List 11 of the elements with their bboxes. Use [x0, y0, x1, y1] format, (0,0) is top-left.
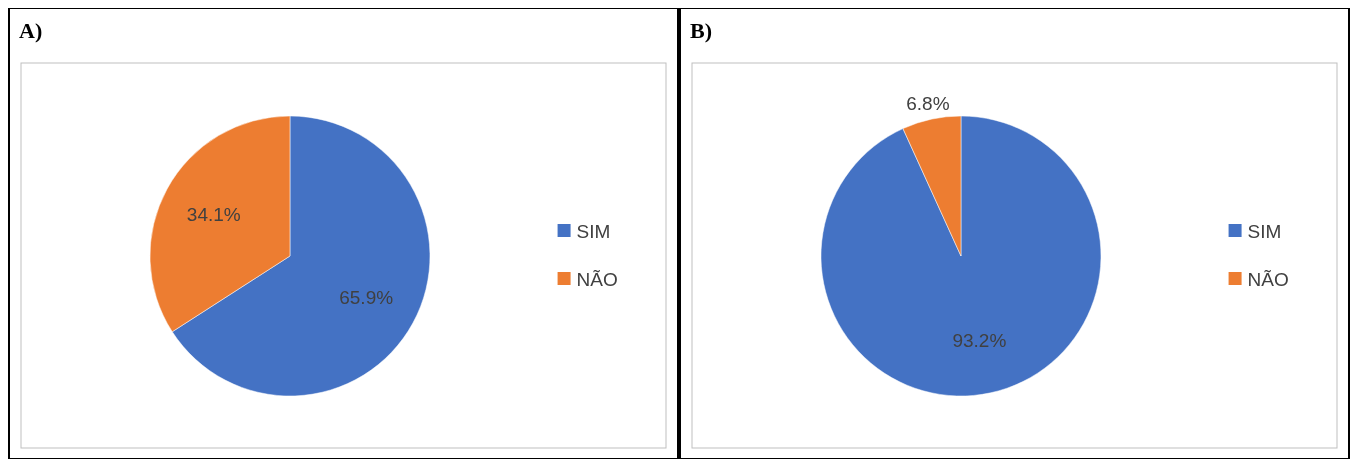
- legend-label: NÃO: [1247, 268, 1289, 290]
- legend-label: SIM: [1247, 220, 1282, 242]
- legend-label: NÃO: [576, 268, 618, 290]
- data-label: 65.9%: [339, 287, 394, 309]
- pie-slice: [820, 115, 1102, 397]
- chart-title: A): [19, 18, 43, 43]
- data-label: 6.8%: [906, 93, 950, 115]
- legend-label: SIM: [576, 220, 611, 242]
- data-label: 34.1%: [186, 203, 241, 225]
- chart-title: B): [690, 18, 712, 43]
- data-label: 93.2%: [952, 330, 1007, 352]
